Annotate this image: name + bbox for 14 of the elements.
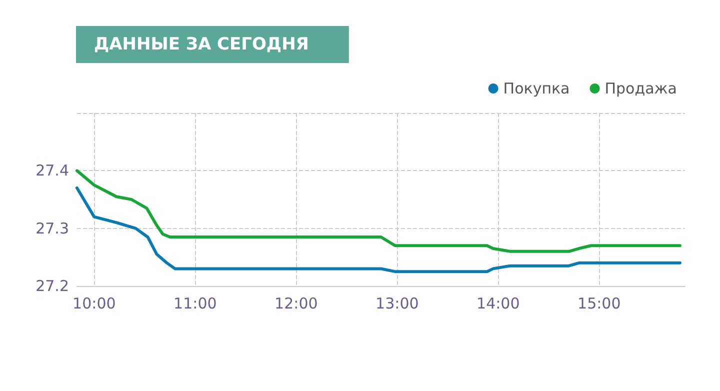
line-series — [76, 186, 682, 274]
y-tick-label: 27.3 — [36, 219, 69, 238]
chart-title: ДАННЫЕ ЗА СЕГОДНЯ — [94, 34, 309, 54]
x-tick-label: 11:00 — [174, 294, 217, 312]
y-tick-label: 27.4 — [36, 162, 69, 180]
legend-label: Покупка — [503, 80, 570, 98]
y-tick-label: 27.2 — [36, 277, 69, 295]
x-tick-label: 13:00 — [376, 294, 419, 312]
x-tick-label: 15:00 — [578, 294, 621, 312]
x-tick-label: 12:00 — [274, 294, 318, 312]
legend-label: Продажа — [604, 80, 678, 98]
x-tick-label: 14:00 — [476, 294, 520, 312]
x-tick-label: 10:00 — [72, 294, 116, 312]
line-series — [76, 169, 682, 253]
